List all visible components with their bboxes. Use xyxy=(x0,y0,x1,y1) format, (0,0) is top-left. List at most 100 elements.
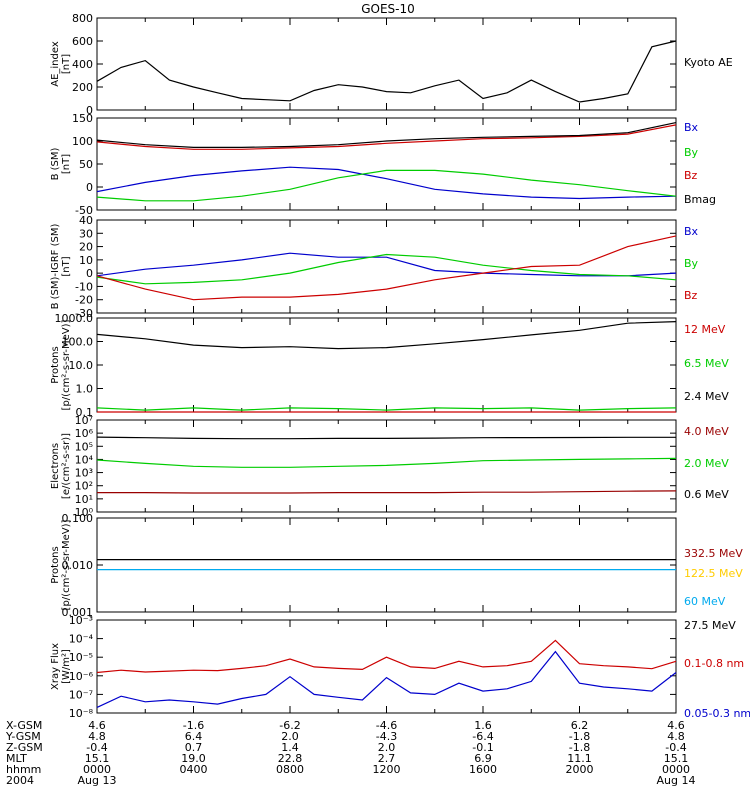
y-tick-label: 0.001 xyxy=(62,606,94,619)
y-axis-label: AE_index[nT] xyxy=(50,41,72,87)
x-axis-value: 2000 xyxy=(566,763,594,776)
legend-label: 2.4 MeV xyxy=(684,390,729,403)
y-tick-label: 150 xyxy=(72,112,93,125)
y-tick-label: 10.0 xyxy=(69,359,94,372)
y-tick-label: 20 xyxy=(79,241,93,254)
legend-label: 27.5 MeV xyxy=(684,619,736,632)
legend-label: 0.1-0.8 nm xyxy=(684,657,744,670)
legend-label: Bx xyxy=(684,121,699,134)
series-line xyxy=(96,321,677,350)
y-tick-label: 10⁴ xyxy=(75,453,94,466)
y-tick-label: 800 xyxy=(72,12,93,25)
y-tick-label: 10⁻⁶ xyxy=(69,670,94,683)
legend-label: 122.5 MeV xyxy=(684,567,743,580)
y-tick-label: 10⁻⁵ xyxy=(69,651,93,664)
y-tick-label: 100.0 xyxy=(62,336,94,349)
legend-label: 6.5 MeV xyxy=(684,357,729,370)
y-tick-label: 600 xyxy=(72,35,93,48)
y-tick-label: 10⁷ xyxy=(75,414,93,427)
x-axis-value: -0.4 xyxy=(665,741,686,754)
panel-frame xyxy=(96,517,677,613)
panel-5: 10⁰10¹10²10³10⁴10⁵10⁶10⁷Electrons[e/(cm²… xyxy=(50,414,729,519)
legend-label: Bz xyxy=(684,289,698,302)
y-tick-label: 30 xyxy=(79,227,93,240)
y-tick-label: 1000.0 xyxy=(55,312,94,325)
y-tick-label: -50 xyxy=(75,204,93,217)
x-axis-value: 6.4 xyxy=(185,730,203,743)
series-line xyxy=(96,235,677,301)
x-axis-value: -0.4 xyxy=(86,741,107,754)
x-axis-value: 1.4 xyxy=(281,741,299,754)
x-axis-value: 4.8 xyxy=(88,730,106,743)
y-tick-label: 10⁵ xyxy=(75,440,93,453)
x-axis-value: 2.0 xyxy=(378,741,396,754)
x-axis-value: 11.1 xyxy=(567,752,592,765)
series-line xyxy=(96,124,677,150)
y-axis-label: Protons[p/(cm²-s-sr-MeV)] xyxy=(50,319,72,410)
x-axis-value: 6.2 xyxy=(571,719,589,732)
y-axis-label: B (SM)-IGRF (SM)[nT] xyxy=(50,224,72,310)
panel-frame xyxy=(96,17,677,111)
y-tick-label: 40 xyxy=(79,214,93,227)
y-tick-label: 100 xyxy=(72,135,93,148)
x-axis-value: 4.8 xyxy=(667,730,685,743)
x-axis-value: Aug 14 xyxy=(657,774,696,787)
legend-label: By xyxy=(684,146,699,159)
y-tick-label: 0.010 xyxy=(62,559,94,572)
x-axis-value: -6.2 xyxy=(279,719,300,732)
y-tick-label: 0 xyxy=(86,104,93,117)
series-line xyxy=(96,252,677,277)
y-tick-label: -10 xyxy=(75,280,93,293)
y-tick-label: 10 xyxy=(79,254,93,267)
x-axis-value: -4.3 xyxy=(376,730,397,743)
series-line xyxy=(96,457,677,468)
x-axis-value: 2.0 xyxy=(281,730,299,743)
series-line xyxy=(96,639,677,674)
legend-label: 0.05-0.3 nm xyxy=(684,707,750,720)
y-tick-label: 10¹ xyxy=(75,493,93,506)
x-axis-value: -4.6 xyxy=(376,719,397,732)
y-tick-label: -20 xyxy=(75,294,93,307)
x-axis-value: -1.8 xyxy=(569,730,590,743)
x-axis-value: 6.9 xyxy=(474,752,492,765)
figure-title: GOES-10 xyxy=(361,2,415,16)
y-axis-label: B (SM)[nT] xyxy=(50,147,72,180)
y-tick-label: 10⁻⁸ xyxy=(69,707,94,720)
y-tick-label: 200 xyxy=(72,81,93,94)
y-tick-label: 10⁶ xyxy=(75,427,94,440)
x-axis-value: 0800 xyxy=(276,763,304,776)
legend-label: Kyoto AE xyxy=(684,56,733,69)
legend-label: 60 MeV xyxy=(684,595,726,608)
x-axis-value: 15.1 xyxy=(664,752,689,765)
y-tick-label: 0 xyxy=(86,267,93,280)
y-axis-label: Protons[p/(cm²-s-sr-MeV)] xyxy=(50,519,72,610)
y-tick-label: 10² xyxy=(75,480,93,493)
series-line xyxy=(96,253,677,285)
x-axis-row-label: Y-GSM xyxy=(5,730,41,743)
series-line xyxy=(96,650,677,708)
series-line xyxy=(96,122,677,148)
y-tick-label: 10⁻⁴ xyxy=(69,633,94,646)
legend-label: Bmag xyxy=(684,193,716,206)
y-tick-label: 400 xyxy=(72,58,93,71)
panel-2: -50 0 50 100 150 B (SM)[nT] Bx By Bz Bmag xyxy=(50,112,716,217)
legend-label: 12 MeV xyxy=(684,323,726,336)
legend-label: 4.0 MeV xyxy=(684,425,729,438)
x-axis-value: 2.7 xyxy=(378,752,396,765)
y-axis-label: Xray Flux[W/m²] xyxy=(50,643,72,690)
y-tick-label: 10³ xyxy=(75,467,93,480)
panel-1: 0 200 400 600 800 AE_index[nT] Kyoto AE xyxy=(50,12,733,117)
x-axis-value: 4.6 xyxy=(667,719,685,732)
y-tick-label: 0.1 xyxy=(76,406,94,419)
x-axis-row-label: X-GSM xyxy=(6,719,42,732)
y-tick-label: 10⁰ xyxy=(75,506,94,519)
x-axis-table: X-GSMY-GSMZ-GSMMLThhmm20044.64.8-0.415.1… xyxy=(5,719,695,787)
x-axis-row-label: hhmm xyxy=(6,763,41,776)
legend-label: By xyxy=(684,257,699,270)
x-axis-value: -1.8 xyxy=(569,741,590,754)
legend-label: 332.5 MeV xyxy=(684,547,743,560)
series-line xyxy=(96,40,677,103)
x-axis-value: 4.6 xyxy=(88,719,106,732)
